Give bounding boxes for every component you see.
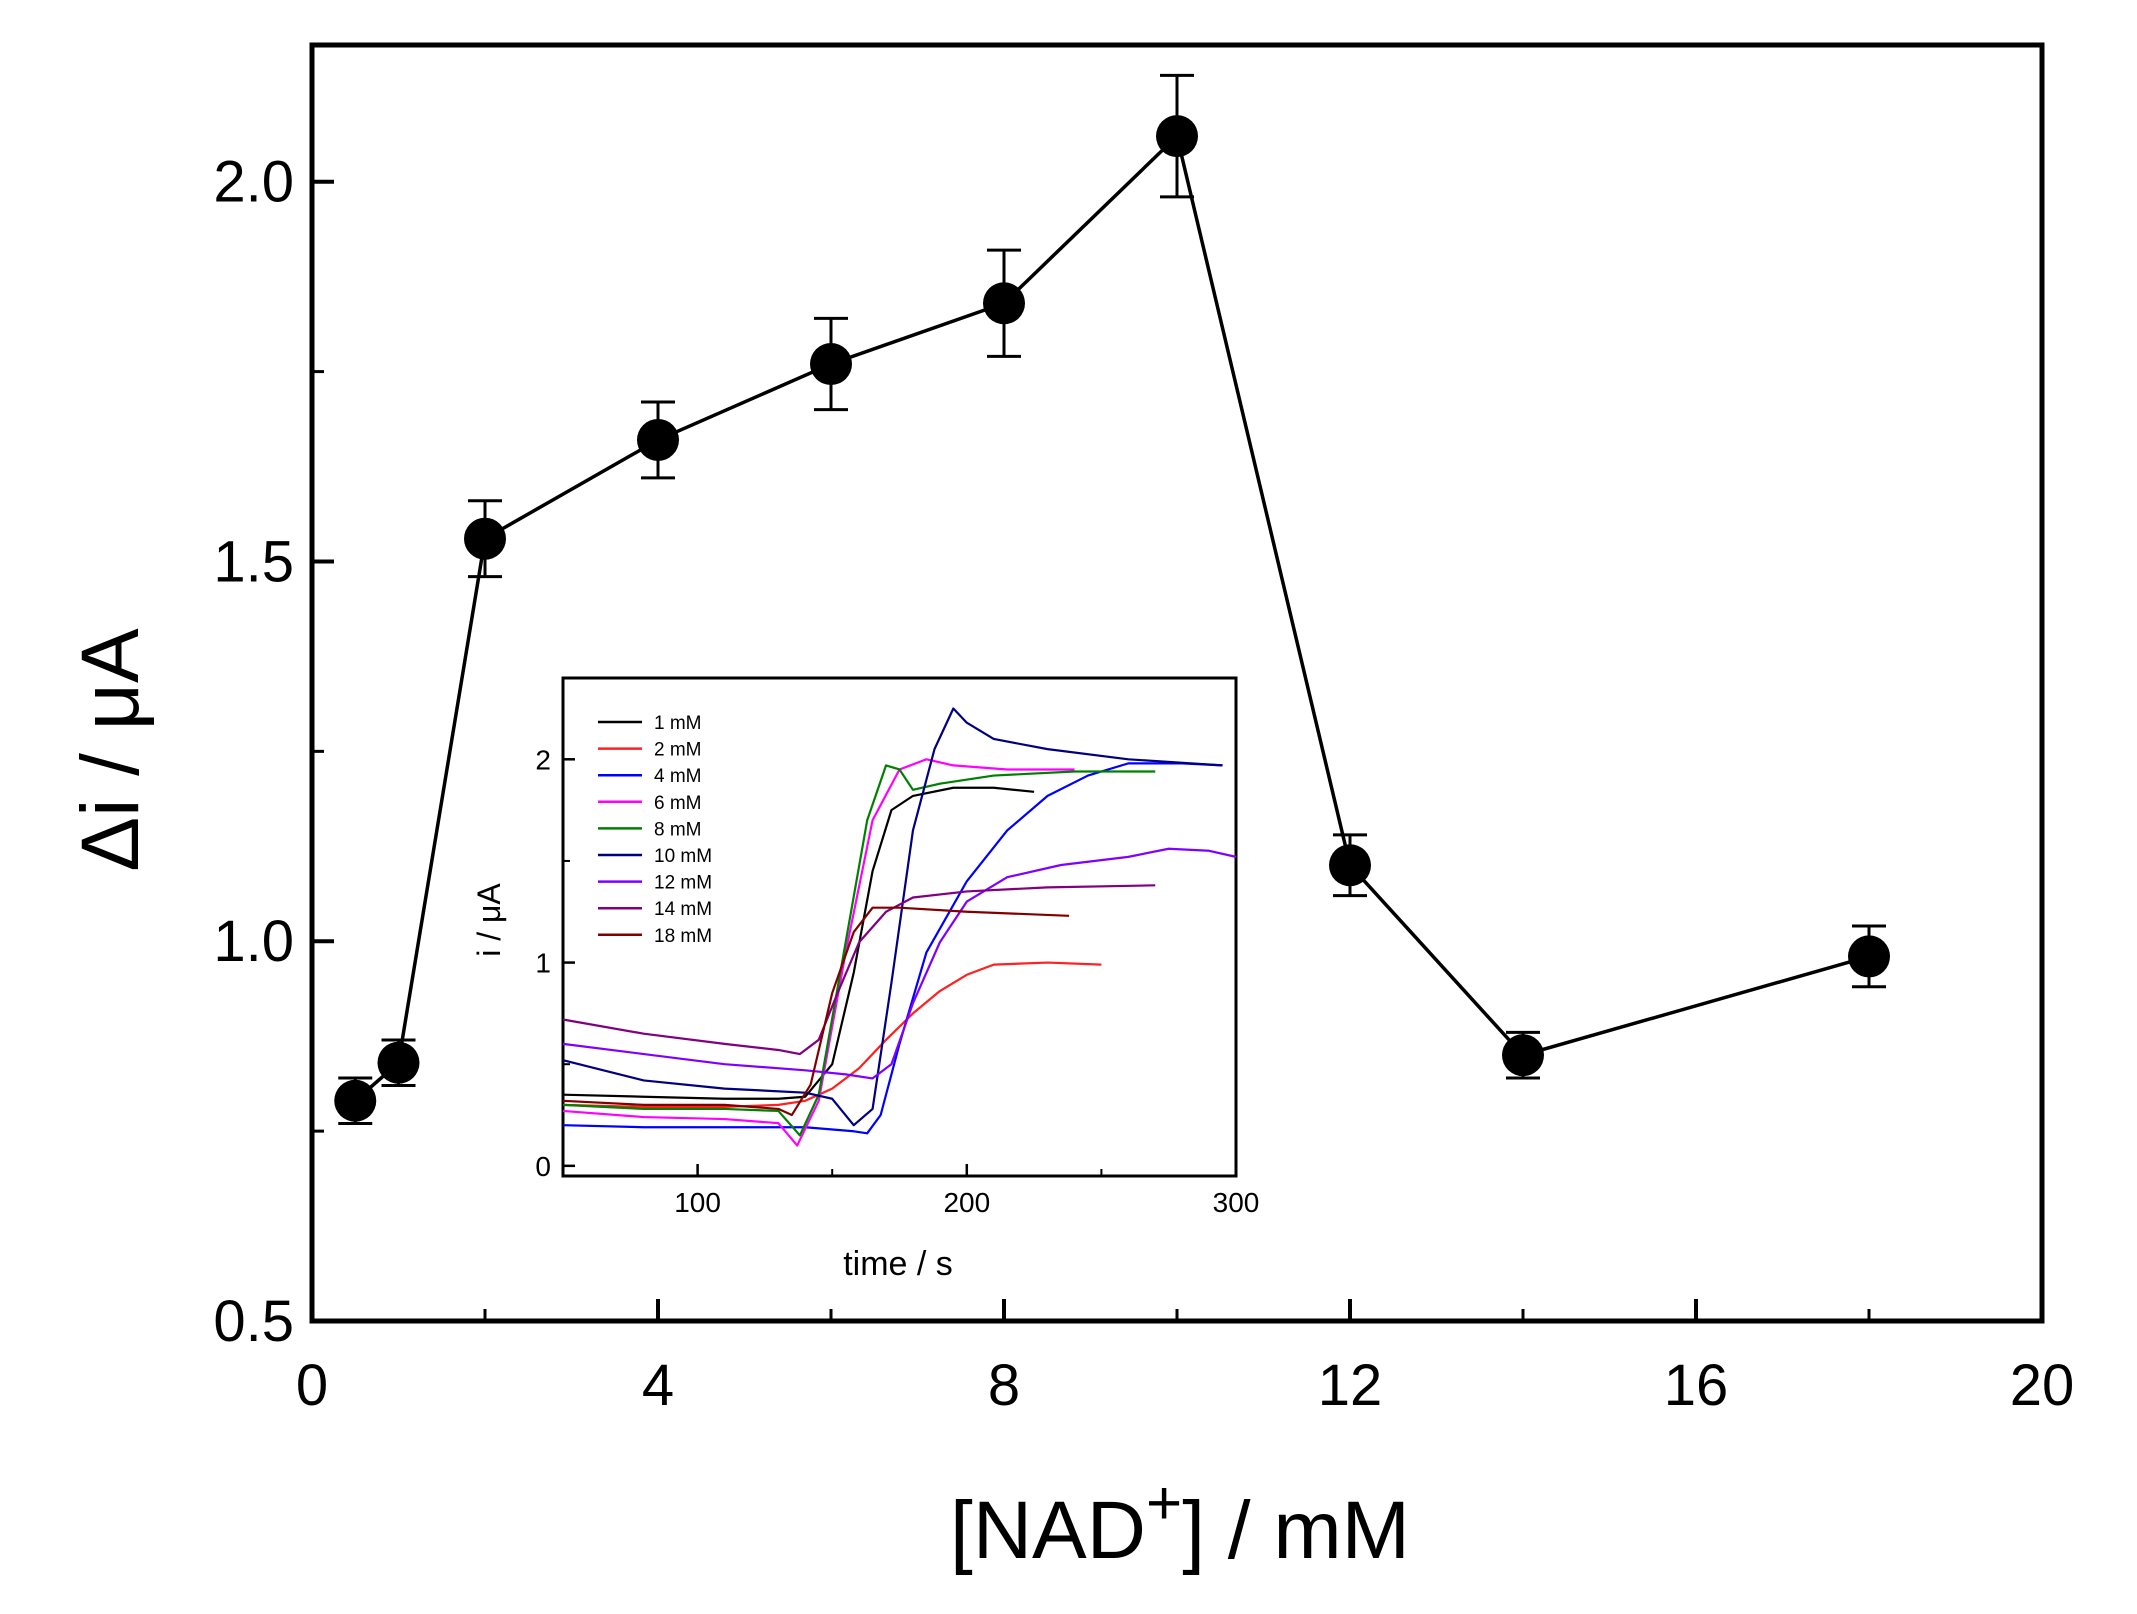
inset-series-line xyxy=(562,764,1156,1137)
legend-item: 12 mM xyxy=(598,873,712,894)
y-tick-label: 1.0 xyxy=(213,909,294,974)
x-tick-label: 16 xyxy=(1664,1353,1729,1418)
inset-x-tick-label: 200 xyxy=(943,1187,990,1218)
inset-axes: 100 200 300 0 1 2 xyxy=(535,744,1259,1218)
x-axis-label: [NAD+] / mM xyxy=(950,1469,1410,1576)
x-axis-label-bracket-close: ] xyxy=(1182,1485,1205,1576)
legend-item: 18 mM xyxy=(598,926,712,947)
x-axis-label-superscript: + xyxy=(1146,1469,1182,1538)
data-point xyxy=(637,418,679,461)
x-axis-label-bracket-open: [ xyxy=(950,1485,973,1576)
main-axes: 0 4 8 12 16 200.51.01.52.0 xyxy=(213,150,2074,1418)
data-point xyxy=(334,1079,377,1122)
inset-series-line xyxy=(562,906,1070,1117)
legend-item: 4 mM xyxy=(598,766,702,787)
data-point xyxy=(1156,115,1198,158)
legend-label: 2 mM xyxy=(654,740,702,761)
data-point xyxy=(810,343,852,385)
legend-item: 10 mM xyxy=(598,846,712,867)
data-point xyxy=(983,282,1025,325)
legend-label: 12 mM xyxy=(654,873,712,894)
inset-x-tick-label: 300 xyxy=(1213,1187,1260,1218)
series-line xyxy=(354,132,1870,1103)
data-point xyxy=(464,517,506,560)
inset-series-line xyxy=(562,847,1237,1080)
legend-label: 10 mM xyxy=(654,846,712,867)
inset-series-line xyxy=(562,884,1156,1056)
y-tick-label: 2.0 xyxy=(213,150,294,215)
legend-label: 1 mM xyxy=(654,713,702,734)
legend-label: 18 mM xyxy=(654,926,712,947)
x-tick-label: 0 xyxy=(296,1353,328,1418)
inset-series-lines xyxy=(562,707,1237,1147)
x-axis-label-name: NAD xyxy=(973,1485,1146,1576)
data-point xyxy=(1329,844,1371,887)
legend-label: 14 mM xyxy=(654,899,712,920)
x-tick-label: 4 xyxy=(642,1353,674,1418)
inset-x-axis-label: time / s xyxy=(843,1245,953,1283)
inset-legend: 1 mM 2 mM 4 mM 6 mM 8 mM 10 mM 12 mM 14 mM 18 mM xyxy=(598,713,712,947)
legend-label: 6 mM xyxy=(654,793,702,814)
inset-series-line xyxy=(562,786,1035,1100)
inset-y-tick-label: 0 xyxy=(535,1151,551,1182)
inset-series-line xyxy=(562,707,1223,1127)
legend-label: 8 mM xyxy=(654,819,702,840)
inset-x-tick-label: 100 xyxy=(674,1187,721,1218)
main-series-line xyxy=(354,132,1870,1103)
legend-label: 4 mM xyxy=(654,766,702,787)
legend-item: 1 mM xyxy=(598,713,702,734)
legend-item: 8 mM xyxy=(598,819,702,840)
data-point xyxy=(1502,1034,1544,1077)
main-chart: 0 4 8 12 16 200.51.01.52.0 Δi / μA [NAD+] / m… xyxy=(65,42,2074,1576)
inset-y-tick-label: 1 xyxy=(535,948,551,979)
inset-y-axis-label: i / μA xyxy=(471,883,507,957)
legend-item: 2 mM xyxy=(598,740,702,761)
x-tick-label: 8 xyxy=(988,1353,1020,1418)
x-axis-label-units: / mM xyxy=(1205,1485,1410,1576)
inset-y-tick-label: 2 xyxy=(535,744,551,775)
legend-item: 14 mM xyxy=(598,899,712,920)
y-tick-label: 1.5 xyxy=(213,529,294,594)
data-point xyxy=(377,1041,420,1084)
inset-plot-frame xyxy=(561,676,1238,1178)
y-tick-label: 0.5 xyxy=(213,1289,294,1354)
inset-series-line xyxy=(562,762,1223,1135)
inset-chart: 100 200 300 0 1 2 1 mM 2 mM 4 mM 6 mM 8 mM 10 mM 12… xyxy=(471,676,1259,1283)
legend-item: 6 mM xyxy=(598,793,702,814)
data-point xyxy=(1848,935,1890,978)
x-tick-label: 12 xyxy=(1318,1353,1383,1418)
y-axis-label: Δi / μA xyxy=(65,628,156,872)
x-tick-label: 20 xyxy=(2010,1353,2075,1418)
main-data-points xyxy=(334,115,1890,1122)
